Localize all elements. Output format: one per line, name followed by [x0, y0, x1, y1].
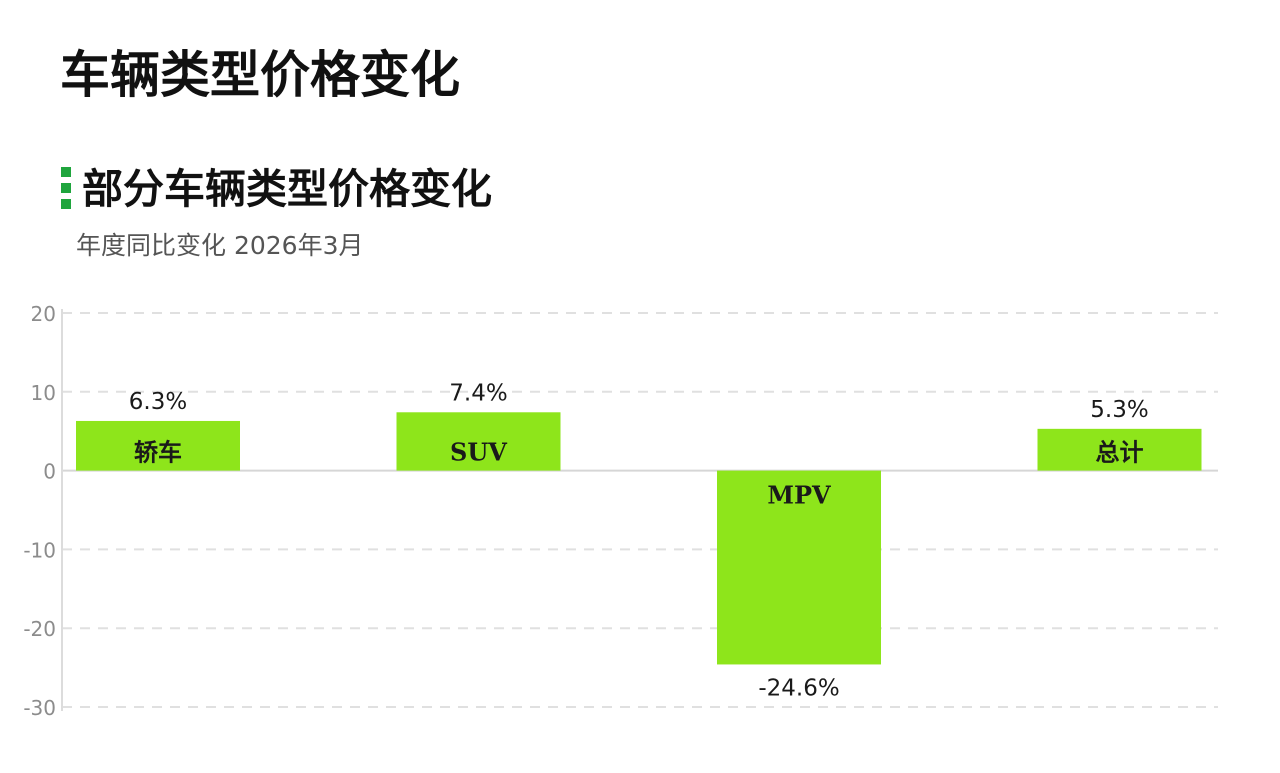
y-tick-label: 10 — [31, 381, 56, 405]
bar — [1037, 428, 1202, 471]
data-label: 5.3% — [1090, 397, 1148, 423]
y-tick-label: -20 — [23, 617, 56, 641]
y-tick-label: 20 — [31, 302, 56, 326]
data-label: 6.3% — [129, 389, 187, 415]
y-tick-label: -30 — [23, 696, 56, 720]
bar — [396, 412, 561, 471]
data-label: -24.6% — [758, 675, 839, 701]
accent-marker — [61, 167, 71, 211]
page-title: 车辆类型价格变化 — [60, 45, 460, 104]
category-label: MPV — [767, 481, 831, 510]
category-label: SUV — [450, 438, 507, 467]
chart-subtitle: 年度同比变化 2026年3月 — [76, 231, 364, 260]
category-label: 轿车 — [134, 438, 182, 467]
y-tick-label: -10 — [23, 538, 56, 562]
y-tick-label: 0 — [43, 460, 56, 484]
bar — [76, 420, 240, 471]
chart-title: 部分车辆类型价格变化 — [82, 165, 492, 213]
bar — [717, 470, 881, 665]
data-label: 7.4% — [449, 380, 507, 406]
category-label: 总计 — [1096, 438, 1144, 467]
